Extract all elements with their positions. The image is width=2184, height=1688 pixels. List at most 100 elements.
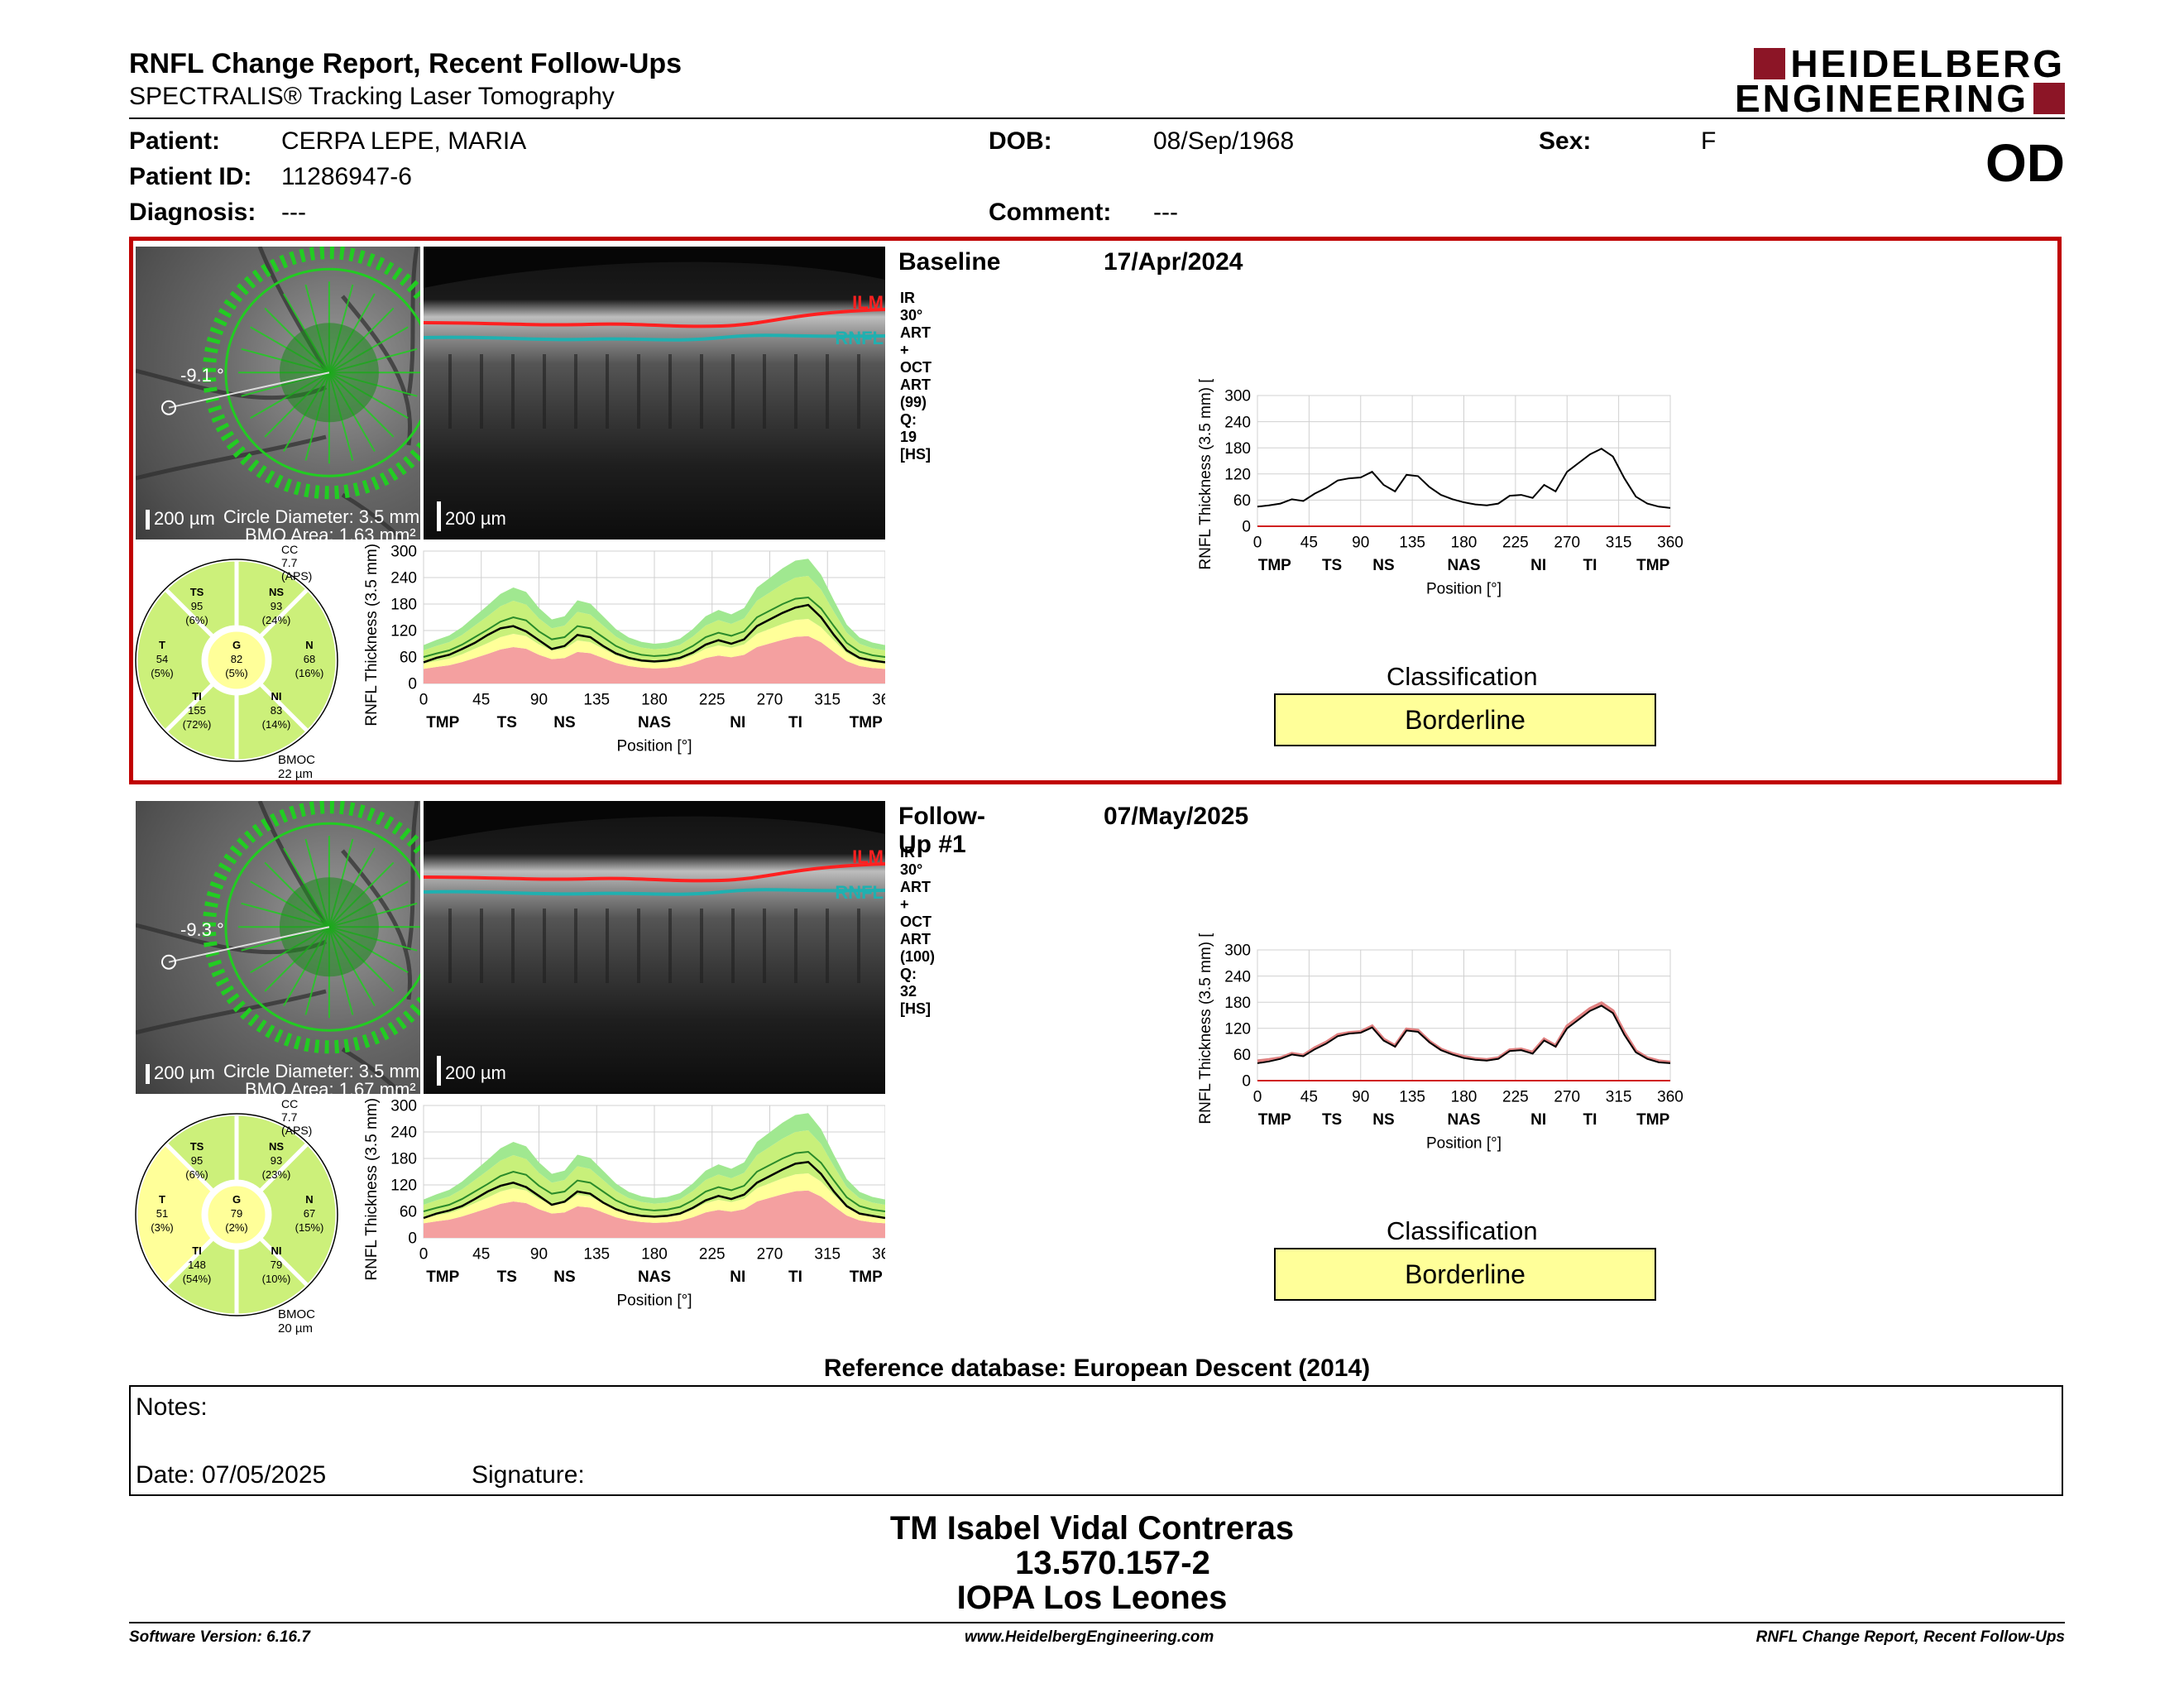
sector-ni-name: NI [271, 690, 282, 703]
sector-label: TI [1583, 557, 1597, 574]
sector-t-value: 51 [156, 1207, 168, 1220]
report-subtitle: SPECTRALIS® Tracking Laser Tomography [129, 83, 615, 110]
sector-n-name: N [305, 639, 313, 651]
sector-ts-value: 95 [191, 600, 203, 612]
fundus-angle: -9.3 ° [180, 919, 224, 940]
vessel-shadow [668, 909, 672, 983]
sector-label: NAS [638, 714, 671, 731]
y-tick-label: 60 [400, 1204, 417, 1221]
sector-ts-name: TS [190, 1140, 204, 1153]
cc-label: CC 7.7 (APS) [281, 543, 313, 583]
oct-bscan: ILM RNFL 200 µm [424, 801, 885, 1094]
rnfl-line [424, 333, 885, 342]
y-tick-label: 300 [390, 544, 417, 561]
band-above-normal [424, 559, 885, 650]
logo-square [1754, 48, 1786, 79]
x-tick-label: 315 [814, 692, 841, 709]
band-outside-normal [424, 1190, 885, 1238]
comment-label: Comment: [989, 199, 1112, 226]
retinal-vessel [136, 989, 327, 1035]
vessel-shadow [511, 909, 515, 983]
vessel-shadow [574, 909, 577, 983]
sector-label: TS [497, 1268, 517, 1286]
cc-label: CC 7.7 (APS) [281, 1097, 313, 1137]
report-title: RNFL Change Report, Recent Follow-Ups [129, 48, 682, 79]
x-tick-label: 225 [699, 692, 726, 709]
circle-diameter: Circle Diameter: 3.5 mm [223, 1061, 420, 1081]
sector-ts-name: TS [190, 586, 204, 598]
classification-title: Classification [1387, 662, 1538, 691]
sector-ts-value: 95 [191, 1154, 203, 1167]
fovea-marker [161, 400, 176, 415]
sector-g [204, 627, 270, 693]
x-tick-label: 360 [1657, 1089, 1684, 1106]
x-tick-label: 45 [1300, 535, 1318, 552]
normative-mean-line [423, 1150, 885, 1212]
oct-vitreous [424, 801, 885, 842]
retinal-vessel [341, 492, 405, 539]
sector-label: TMP [850, 714, 883, 731]
sector-label: NAS [638, 1268, 671, 1286]
x-tick-label: 90 [530, 1246, 548, 1264]
sector-pie-chart: TS 95 (6%) NS 93 (24%) T 54 (5%) G 82 (5%) N 68 (16%) T… [133, 557, 340, 764]
x-tick-label: 0 [1253, 535, 1262, 552]
y-tick-label: 120 [1224, 466, 1251, 483]
y-axis-label: RNFL Thickness (3.5 mm) [µm] [363, 541, 381, 727]
y-tick-label: 120 [390, 1177, 417, 1195]
x-tick-label: 90 [1352, 1089, 1369, 1106]
exam-date: 07/May/2025 [1104, 803, 1249, 830]
vessel-shadow [794, 354, 797, 429]
fovea-marker [161, 954, 176, 970]
x-tick-label: 225 [1502, 1089, 1529, 1106]
sector-pie-chart: TS95(6%)NS93(23%)T51(3%)G79(2%)N67(15%)T… [133, 1111, 340, 1318]
scale-bar [146, 510, 150, 530]
vessel-shadow [700, 354, 703, 429]
x-tick-label: 45 [472, 692, 490, 709]
bmoc-label: BMOC 20 µm [278, 1307, 315, 1336]
fundus-overlay [136, 247, 420, 539]
x-tick-label: 135 [1399, 1089, 1425, 1106]
retinal-vessel [341, 849, 412, 1000]
website-link[interactable]: www.HeidelbergEngineering.com [965, 1628, 1214, 1646]
sector-ns-pct: (23%) [262, 1168, 291, 1181]
vessel-shadow [668, 354, 672, 429]
fundus-angle: -9.1 ° [180, 365, 224, 386]
band-outside-normal [424, 635, 885, 683]
baseline-thickness-line [1257, 1000, 1671, 1064]
x-tick-label: 315 [1606, 535, 1632, 552]
fundus-image: -9.1 ° 200 µm Circle Diameter: 3.5 mm BMO A… [136, 247, 420, 539]
sector-label: TI [1583, 1111, 1597, 1129]
vessel-shadow [637, 909, 640, 983]
y-tick-label: 240 [1224, 414, 1251, 431]
scan-circle [224, 822, 420, 1032]
y-axis-label: RNFL Thickness (3.5 mm) [µm] [363, 1096, 381, 1281]
classification-box: Borderline [1274, 693, 1656, 746]
dob-value: 08/Sep/1968 [1153, 127, 1295, 155]
vessel-shadow [606, 354, 609, 429]
oct-overlay [424, 247, 885, 429]
reference-database: Reference database: European Descent (20… [823, 1355, 1371, 1382]
scale-bar [146, 1064, 150, 1084]
sector-label: TS [497, 714, 517, 731]
vessel-shadow [763, 909, 766, 983]
vessel-shadow [448, 354, 452, 429]
scan-info: IR 30° ART + OCT ART (100) Q: 32 [HS] [900, 844, 936, 1017]
sector-ns-pct: (24%) [262, 614, 291, 626]
sector-g-value: 79 [231, 1207, 242, 1220]
ilm-line [424, 862, 885, 883]
bmoc-label: BMOC 22 µm [278, 753, 315, 781]
y-tick-label: 0 [408, 676, 417, 693]
ilm-label: ILM [852, 292, 884, 313]
sector-n-name: N [305, 1193, 313, 1206]
sector-g-name: G [232, 1193, 241, 1206]
sector-t-value: 54 [156, 653, 168, 665]
sector-label: NS [1372, 557, 1394, 574]
sector-t-name: T [159, 1193, 165, 1206]
vessel-shadow [731, 909, 735, 983]
sector-n-value: 67 [304, 1207, 315, 1220]
x-tick-label: 0 [419, 1246, 429, 1264]
sector-ns-name: NS [269, 586, 284, 598]
oct-scale-bar [437, 501, 441, 531]
y-tick-label: 60 [1233, 1047, 1251, 1064]
y-tick-label: 180 [390, 1151, 417, 1168]
